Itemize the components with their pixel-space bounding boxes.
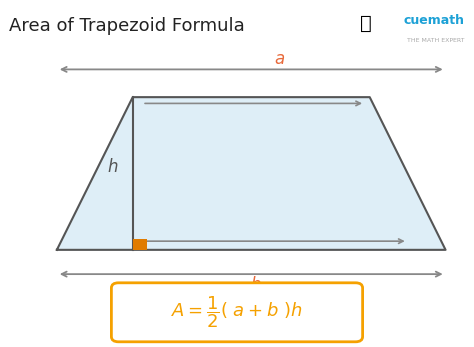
- Text: $A = \dfrac{1}{2}( \ a + b \ )h$: $A = \dfrac{1}{2}( \ a + b \ )h$: [171, 295, 303, 330]
- Text: THE MATH EXPERT: THE MATH EXPERT: [407, 38, 465, 43]
- FancyBboxPatch shape: [111, 283, 363, 342]
- Text: 🚀: 🚀: [360, 14, 372, 33]
- Text: h: h: [108, 158, 118, 176]
- Text: Area of Trapezoid Formula: Area of Trapezoid Formula: [9, 17, 245, 35]
- Text: b: b: [251, 276, 261, 294]
- Polygon shape: [57, 97, 446, 250]
- Bar: [133, 239, 147, 250]
- Text: cuemath: cuemath: [403, 14, 465, 27]
- Text: a: a: [274, 50, 285, 68]
